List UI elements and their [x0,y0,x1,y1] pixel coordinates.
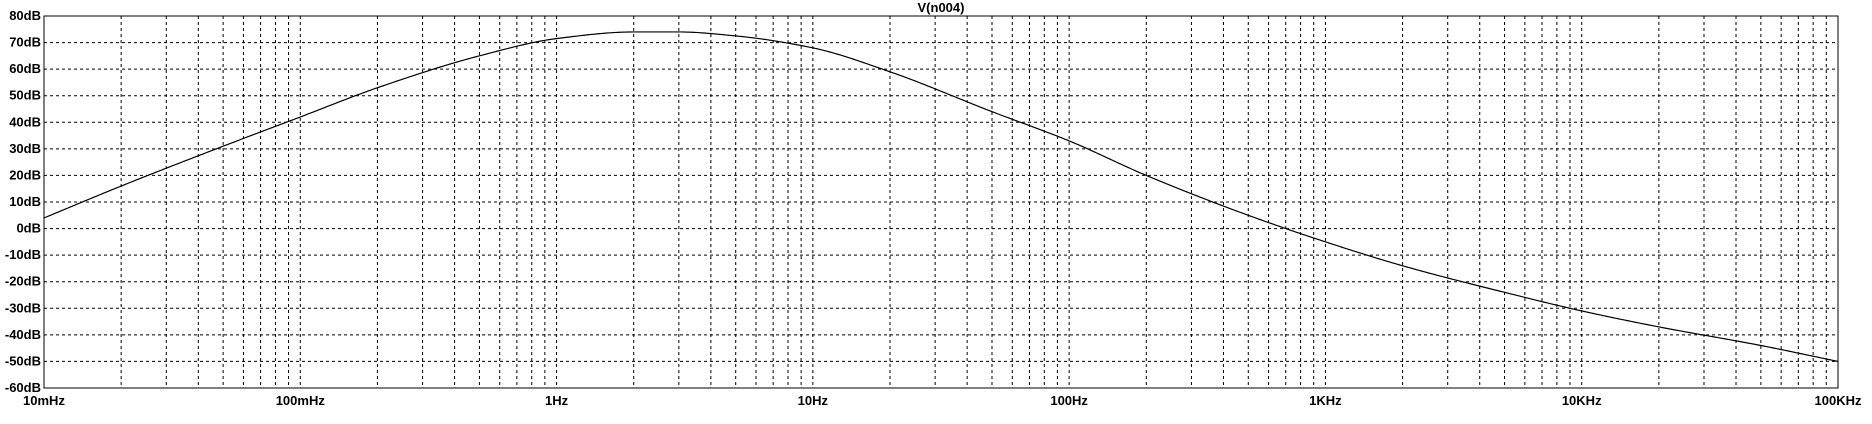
y-tick-label: 10dB [9,194,41,209]
x-axis-ticks: 10mHz 100mHz 1Hz 10Hz 100Hz 1KHz 10KHz 100KHz [23,393,1862,408]
y-tick-label: -10dB [5,247,41,262]
y-tick-label: -30dB [5,300,41,315]
y-tick-label: -50dB [5,353,41,368]
y-tick-label: 60dB [9,61,41,76]
y-tick-label: -40dB [5,327,41,342]
series-line-v-n004 [43,31,1839,363]
x-tick-label: 10mHz [23,393,65,408]
x-tick-label: 1Hz [545,393,569,408]
y-tick-label: 20dB [9,167,41,182]
x-tick-label: 10Hz [798,393,829,408]
chart-title: V(n004) [918,0,965,15]
y-tick-label: 0dB [16,221,41,236]
y-tick-label: 50dB [9,88,41,103]
y-tick-label: 70dB [9,35,41,50]
y-axis-ticks: 80dB 70dB 60dB 50dB 40dB 30dB 20dB 10dB 0dB -10dB… [5,8,41,395]
plot-frame [43,15,1839,389]
y-tick-label: 40dB [9,114,41,129]
y-tick-label: -60dB [5,380,41,395]
y-tick-label: 30dB [9,141,41,156]
y-tick-label: -20dB [5,274,41,289]
x-tick-label: 100mHz [276,393,326,408]
x-tick-label: 100KHz [1815,393,1862,408]
x-tick-label: 10KHz [1562,393,1602,408]
grid-lines [44,16,1838,388]
y-tick-label: 80dB [9,8,41,23]
x-tick-label: 100Hz [1050,393,1088,408]
x-tick-label: 1KHz [1309,393,1342,408]
